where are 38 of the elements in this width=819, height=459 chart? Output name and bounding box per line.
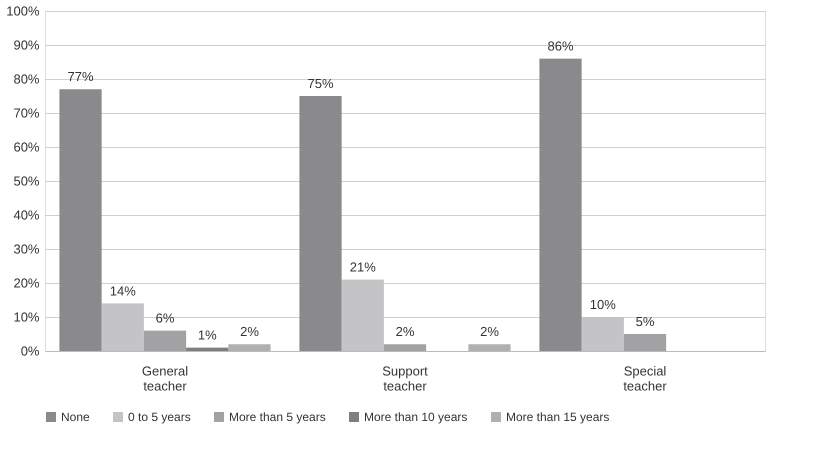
y-tick-label: 70% — [13, 106, 40, 120]
bar — [186, 348, 228, 351]
legend-label: 0 to 5 years — [128, 410, 191, 424]
y-tick-label: 10% — [13, 310, 40, 324]
y-tick-label: 100% — [6, 4, 40, 18]
legend-label: More than 5 years — [229, 410, 326, 424]
y-tick-label: 0% — [20, 344, 40, 358]
y-tick-label: 60% — [13, 140, 40, 154]
bar — [299, 96, 342, 351]
x-tick-label: General teacher — [142, 364, 188, 394]
x-tick-label: Special teacher — [623, 364, 668, 394]
bar — [59, 89, 102, 351]
data-label: 2% — [480, 324, 500, 340]
data-label: 14% — [110, 283, 136, 298]
data-label: 75% — [308, 76, 334, 91]
bar — [144, 330, 186, 351]
y-tick-label: 50% — [13, 174, 40, 188]
y-tick-label: 90% — [13, 38, 40, 52]
x-tick-label: Support teacher — [382, 364, 428, 394]
data-label: 6% — [156, 310, 175, 326]
data-label: 86% — [548, 38, 574, 54]
y-tick-label: 30% — [13, 242, 40, 256]
bar — [539, 58, 582, 351]
bar — [624, 334, 666, 351]
data-label: 77% — [68, 69, 94, 84]
legend-label: None — [61, 410, 90, 424]
y-tick-label: 40% — [13, 208, 40, 222]
data-label: 10% — [590, 297, 616, 312]
legend-label: More than 15 years — [506, 410, 610, 424]
data-label: 5% — [636, 314, 655, 329]
legend-label: More than 10 years — [364, 410, 468, 424]
y-tick-label: 20% — [13, 276, 40, 290]
data-label: 21% — [350, 260, 376, 275]
data-label: 1% — [198, 328, 218, 343]
data-label: 2% — [396, 324, 415, 340]
data-label: 2% — [240, 324, 260, 340]
bar — [384, 344, 426, 351]
y-tick-label: 80% — [13, 72, 40, 86]
